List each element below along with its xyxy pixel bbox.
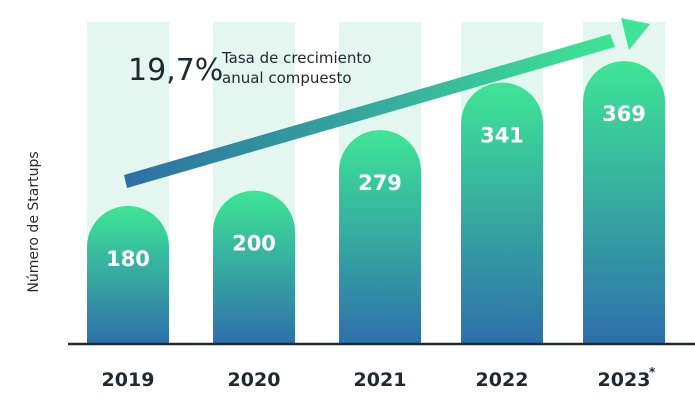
bar-2023: [583, 61, 665, 345]
cagr-text-line1: Tasa de crecimiento: [221, 49, 371, 67]
y-axis-label: Número de Startups: [26, 151, 42, 292]
cagr-text-line2: anual compuesto: [222, 69, 352, 87]
bars: [87, 61, 665, 345]
x-tick-2022: 2022: [476, 369, 529, 391]
growth-arrow: [124, 18, 650, 188]
x-tick-2019: 2019: [102, 369, 155, 391]
bar-2021: [339, 130, 421, 344]
value-label-2019: 180: [106, 247, 150, 271]
value-label-2020: 200: [232, 232, 276, 256]
x-tick-2021: 2021: [354, 369, 407, 391]
value-label-2021: 279: [358, 171, 402, 195]
x-tick-labels: 2019 2020 2021 2022 2023*: [102, 365, 656, 391]
bar-2019: [87, 206, 169, 344]
bar-2022: [461, 82, 543, 345]
cagr-value: 19,7%: [128, 53, 223, 88]
x-tick-mark-2023: *: [649, 365, 656, 379]
growth-arrow-head: [621, 18, 650, 50]
bar-2020: [213, 190, 295, 344]
growth-arrow-shaft: [124, 34, 615, 188]
value-label-2023: 369: [602, 102, 646, 126]
x-tick-2020: 2020: [228, 369, 281, 391]
value-label-2022: 341: [480, 124, 524, 148]
value-labels: 180 200 279 341 369: [106, 102, 646, 271]
x-tick-2023: 2023: [598, 369, 651, 391]
